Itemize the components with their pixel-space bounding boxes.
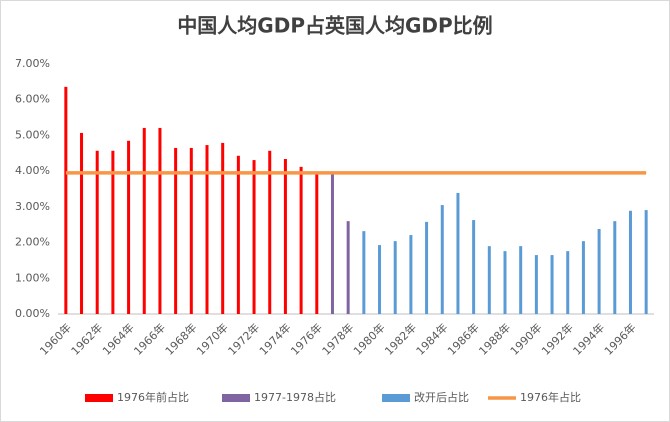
bar bbox=[597, 229, 601, 314]
y-tick-label: 2.00% bbox=[15, 236, 50, 249]
bar bbox=[613, 221, 617, 314]
bar bbox=[487, 246, 491, 314]
bar bbox=[174, 147, 178, 314]
y-tick-label: 4.00% bbox=[15, 164, 50, 177]
bar bbox=[158, 127, 162, 314]
bar bbox=[362, 231, 366, 314]
bar bbox=[80, 132, 84, 314]
chart-title: 中国人均GDP占英国人均GDP比例 bbox=[177, 14, 492, 38]
bar bbox=[127, 140, 131, 314]
legend-swatch bbox=[382, 394, 410, 402]
bar bbox=[111, 150, 115, 314]
legend-label: 1976年前占比 bbox=[117, 390, 189, 404]
bar bbox=[409, 235, 413, 314]
bar bbox=[189, 147, 193, 314]
bar bbox=[205, 145, 209, 314]
legend-swatch bbox=[85, 394, 113, 402]
bar bbox=[268, 150, 272, 314]
legend-label: 1976年占比 bbox=[520, 390, 581, 404]
bar bbox=[550, 255, 554, 314]
legend-label: 1977-1978占比 bbox=[254, 390, 336, 404]
bar bbox=[519, 246, 523, 314]
y-tick-label: 7.00% bbox=[15, 57, 50, 70]
bar bbox=[456, 192, 460, 314]
bar bbox=[283, 159, 287, 314]
bar bbox=[644, 210, 648, 314]
bar bbox=[236, 155, 240, 314]
bar bbox=[330, 172, 334, 314]
legend-swatch bbox=[222, 394, 250, 402]
bar bbox=[64, 86, 68, 314]
bar bbox=[425, 221, 429, 314]
legend-label: 改开后占比 bbox=[414, 390, 469, 404]
bar bbox=[581, 241, 585, 314]
bar bbox=[346, 221, 350, 314]
bar bbox=[393, 241, 397, 314]
y-tick-label: 3.00% bbox=[15, 200, 50, 213]
bar bbox=[566, 251, 570, 314]
y-tick-label: 6.00% bbox=[15, 93, 50, 106]
y-tick-label: 0.00% bbox=[15, 307, 50, 320]
bar bbox=[221, 142, 225, 314]
y-tick-label: 5.00% bbox=[15, 128, 50, 141]
bar bbox=[628, 210, 632, 314]
bar bbox=[252, 160, 256, 314]
bar bbox=[503, 251, 507, 314]
bar bbox=[142, 127, 146, 314]
bar bbox=[472, 220, 476, 314]
bar bbox=[95, 150, 99, 314]
bar bbox=[378, 245, 382, 314]
y-tick-label: 1.00% bbox=[15, 271, 50, 284]
bar bbox=[534, 255, 538, 314]
bar bbox=[315, 172, 319, 314]
bar bbox=[299, 166, 303, 314]
bar bbox=[440, 205, 444, 314]
